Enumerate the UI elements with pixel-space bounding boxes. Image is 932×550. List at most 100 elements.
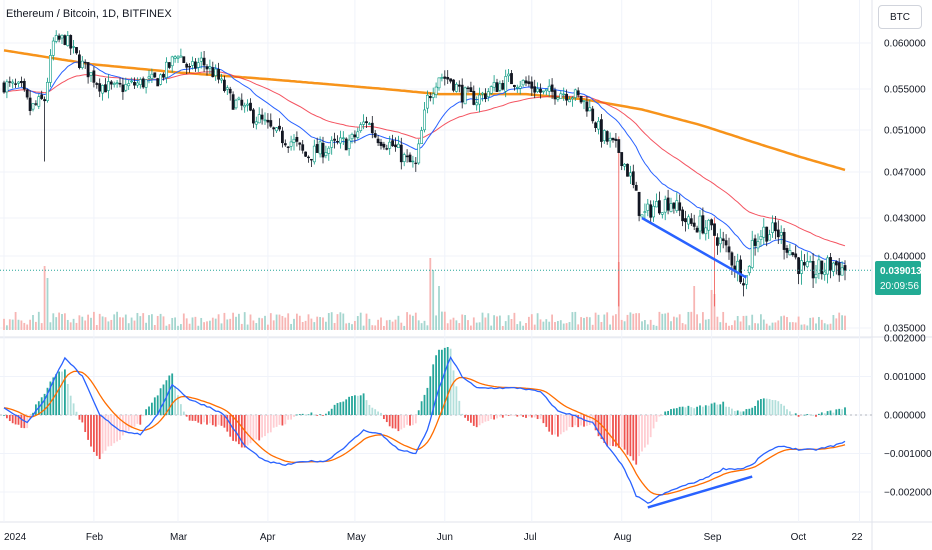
candle-body	[17, 81, 20, 84]
macd-hist-bar	[423, 394, 426, 415]
macd-hist-bar	[429, 376, 432, 415]
macd-hist-bar	[719, 404, 722, 415]
macd-hist-bar	[229, 415, 232, 437]
macd-hist-bar	[406, 415, 408, 425]
last-price-value: 0.039013	[880, 266, 922, 277]
macd-hist-bar	[501, 415, 504, 418]
macd-hist-bar	[644, 415, 646, 448]
time-tick-label: Mar	[170, 532, 188, 543]
volume-bar	[29, 319, 31, 330]
macd-hist-bar	[765, 398, 768, 415]
macd-hist-bar	[298, 414, 301, 415]
candle-body	[19, 81, 23, 84]
macd-hist-bar	[95, 415, 98, 456]
candle-body	[69, 35, 73, 49]
candle-body	[8, 81, 12, 83]
volume-bar	[95, 325, 98, 330]
candle-body	[353, 134, 357, 138]
macd-hist-bar	[745, 409, 748, 415]
volume-bar	[136, 312, 139, 330]
macd-hist-bar	[443, 347, 446, 415]
candle-body	[385, 148, 389, 150]
macd-hist-bar	[528, 415, 530, 417]
macd-hist-bar	[652, 415, 655, 429]
candle-body	[341, 137, 345, 139]
candle-body	[718, 237, 722, 245]
volume-bar	[760, 314, 762, 330]
candle-body	[515, 87, 519, 89]
candle-body	[437, 77, 441, 89]
macd-hist-bar	[385, 415, 388, 423]
macd-histogram	[3, 347, 846, 465]
candle-body	[579, 95, 583, 103]
volume-bar	[452, 317, 455, 330]
candle-body	[573, 89, 577, 98]
volume-bar	[844, 315, 846, 330]
volume-bar	[139, 316, 142, 330]
volume-bar	[272, 320, 275, 330]
macd-hist-bar	[635, 415, 638, 465]
macd-hist-bar	[380, 412, 382, 415]
volume-bar	[159, 313, 162, 330]
candle-body	[527, 81, 531, 84]
volume-bar	[406, 312, 408, 330]
macd-hist-bar	[574, 415, 577, 426]
volume-bar	[789, 322, 791, 330]
volume-bar	[69, 322, 72, 330]
candle-body	[411, 160, 415, 163]
volume-bar	[168, 324, 171, 330]
volume-bar	[339, 312, 342, 330]
candle-body	[475, 102, 479, 106]
candle-body	[252, 109, 255, 124]
volume-bar	[768, 325, 771, 330]
candle-body	[428, 96, 432, 99]
macd-hist-bar	[606, 415, 609, 447]
candle-body	[260, 114, 264, 120]
macd-hist-bar	[554, 415, 556, 435]
macd-hist-bar	[107, 415, 110, 447]
candle-body	[570, 97, 574, 100]
macd-hist-bar	[542, 415, 545, 424]
volume-bar	[574, 311, 577, 330]
candle-body	[75, 47, 78, 54]
candle-body	[46, 81, 49, 101]
candle-body	[98, 83, 102, 92]
volume-bar	[522, 325, 524, 330]
candle-body	[60, 34, 64, 39]
macd-hist-bar	[525, 415, 527, 418]
volume-bar	[516, 324, 519, 330]
candle-body	[159, 74, 163, 85]
macd-hist-bar	[568, 415, 571, 427]
candle-body	[713, 223, 716, 236]
macd-hist-bar	[841, 409, 843, 415]
volume-bar	[467, 320, 469, 330]
volume-bar	[565, 323, 568, 330]
volume-bar	[716, 316, 719, 330]
volume-bar	[757, 323, 759, 330]
volume-bar	[600, 322, 603, 330]
candle-body	[489, 86, 493, 94]
macd-hist-bar	[820, 412, 823, 415]
macd-hist-bar	[728, 406, 730, 415]
macd-hist-bar	[409, 415, 411, 426]
volume-bar	[409, 314, 411, 330]
macd-hist-bar	[87, 415, 89, 440]
volume-bar	[496, 316, 498, 330]
volume-bar	[243, 312, 246, 330]
macd-hist-bar	[600, 415, 603, 440]
candle-body	[802, 262, 806, 266]
candle-body	[170, 56, 174, 67]
candle-body	[492, 82, 496, 88]
candle-body	[362, 121, 366, 125]
macd-hist-bar	[20, 415, 23, 428]
candle-body	[295, 136, 299, 142]
candle-body	[83, 61, 87, 64]
currency-button[interactable]: BTC	[878, 5, 922, 29]
volume-bar	[377, 319, 379, 330]
candlesticks	[2, 30, 847, 307]
volume-bar	[209, 320, 211, 330]
candle-body	[773, 222, 777, 232]
candle-body	[533, 86, 537, 93]
volume-bar	[26, 324, 29, 330]
